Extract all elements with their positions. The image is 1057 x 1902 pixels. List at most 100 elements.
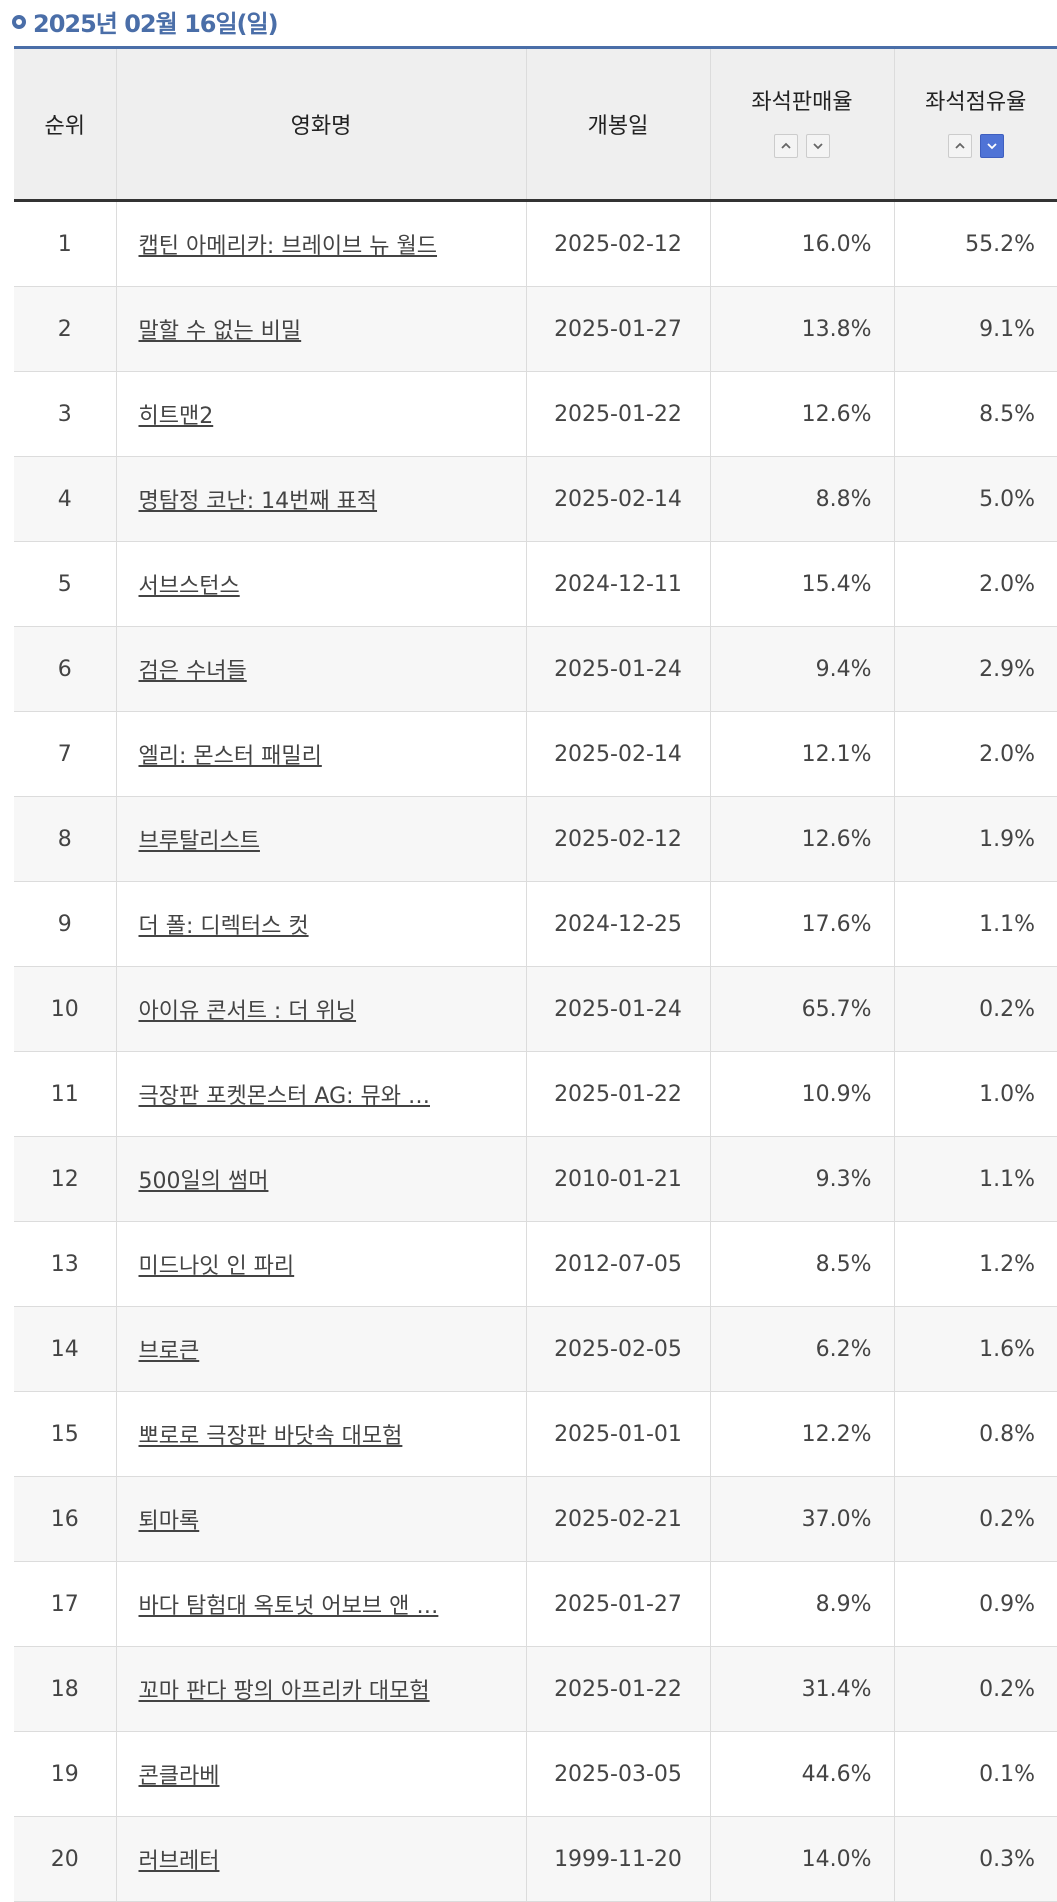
seat-sales-rate-cell: 65.7% xyxy=(709,966,894,1052)
movie-title-link[interactable]: 엘리: 몬스터 패밀리 xyxy=(138,744,322,769)
seat-sales-rate-cell: 17.6% xyxy=(709,881,894,967)
movie-title-link[interactable]: 러브레터 xyxy=(138,1849,220,1874)
seat-share-rate-cell: 0.3% xyxy=(893,1816,1057,1902)
release-date-cell: 2012-07-05 xyxy=(525,1221,710,1307)
movie-title-link[interactable]: 히트맨2 xyxy=(138,404,214,429)
seat-sales-rate-cell: 12.6% xyxy=(709,371,894,457)
seat-sales-rate-cell: 8.9% xyxy=(709,1561,894,1647)
rank-cell: 3 xyxy=(14,371,116,457)
title-cell: 극장판 포켓몬스터 AG: 뮤와 … xyxy=(115,1051,526,1137)
table-row: 4 명탐정 코난: 14번째 표적 2025-02-14 8.8% 5.0% xyxy=(14,456,1057,542)
sort-share-down-button[interactable] xyxy=(979,134,1004,158)
chevron-down-icon xyxy=(987,143,997,150)
table-row: 5 서브스턴스 2024-12-11 15.4% 2.0% xyxy=(14,541,1057,627)
release-date-cell: 2025-01-22 xyxy=(525,371,710,457)
seat-share-rate-cell: 1.1% xyxy=(893,881,1057,967)
title-cell: 러브레터 xyxy=(115,1816,526,1902)
seat-share-rate-cell: 1.2% xyxy=(893,1221,1057,1307)
rank-cell: 8 xyxy=(14,796,116,882)
movie-title-link[interactable]: 말할 수 없는 비밀 xyxy=(138,319,302,344)
seat-share-rate-cell: 2.9% xyxy=(893,626,1057,712)
movie-title-link[interactable]: 아이유 콘서트 : 더 위닝 xyxy=(138,999,357,1024)
seat-share-rate-cell: 1.0% xyxy=(893,1051,1057,1137)
table-row: 8 브루탈리스트 2025-02-12 12.6% 1.9% xyxy=(14,796,1057,882)
table-row: 18 꼬마 판다 팡의 아프리카 대모험 2025-01-22 31.4% 0.2% xyxy=(14,1646,1057,1732)
release-date-cell: 2025-02-05 xyxy=(525,1306,710,1392)
rank-cell: 12 xyxy=(14,1136,116,1222)
movie-title-link[interactable]: 뽀로로 극장판 바닷속 대모험 xyxy=(138,1424,403,1449)
table-row: 16 퇴마록 2025-02-21 37.0% 0.2% xyxy=(14,1476,1057,1562)
title-cell: 엘리: 몬스터 패밀리 xyxy=(115,711,526,797)
sort-sales-down-button[interactable] xyxy=(806,134,830,158)
movie-title-link[interactable]: 검은 수녀들 xyxy=(138,659,247,684)
movie-title-link[interactable]: 극장판 포켓몬스터 AG: 뮤와 … xyxy=(138,1084,431,1109)
seat-sales-rate-cell: 37.0% xyxy=(709,1476,894,1562)
table-row: 9 더 폴: 디렉터스 컷 2024-12-25 17.6% 1.1% xyxy=(14,881,1057,967)
release-date-cell: 2025-03-05 xyxy=(525,1731,710,1817)
rank-cell: 6 xyxy=(14,626,116,712)
seat-share-rate-cell: 1.9% xyxy=(893,796,1057,882)
date-title: 2025년 02월 16일(일) xyxy=(33,10,279,38)
release-date-cell: 2025-01-27 xyxy=(525,286,710,372)
circle-bullet-icon xyxy=(12,14,26,29)
table-row: 12 500일의 썸머 2010-01-21 9.3% 1.1% xyxy=(14,1136,1057,1222)
title-cell: 더 폴: 디렉터스 컷 xyxy=(115,881,526,967)
seat-sales-rate-cell: 13.8% xyxy=(709,286,894,372)
date-header: 2025년 02월 16일(일) xyxy=(0,0,1057,46)
table-row: 1 캡틴 아메리카: 브레이브 뉴 월드 2025-02-12 16.0% 55.2% xyxy=(14,200,1057,287)
movie-title-link[interactable]: 캡틴 아메리카: 브레이브 뉴 월드 xyxy=(138,234,438,259)
release-date-cell: 2024-12-11 xyxy=(525,541,710,627)
movie-title-link[interactable]: 퇴마록 xyxy=(138,1509,200,1534)
seat-share-rate-cell: 2.0% xyxy=(893,541,1057,627)
release-date-cell: 2025-01-01 xyxy=(525,1391,710,1477)
rank-cell: 17 xyxy=(14,1561,116,1647)
seat-sales-rate-cell: 31.4% xyxy=(709,1646,894,1732)
table-header-row: 순위 영화명 개봉일 좌석판매율 xyxy=(14,47,1057,202)
seat-sales-rate-cell: 16.0% xyxy=(709,200,894,287)
release-date-cell: 2025-01-24 xyxy=(525,966,710,1052)
table-row: 11 극장판 포켓몬스터 AG: 뮤와 … 2025-01-22 10.9% 1.0% xyxy=(14,1051,1057,1137)
rank-cell: 15 xyxy=(14,1391,116,1477)
rank-cell: 14 xyxy=(14,1306,116,1392)
movie-title-link[interactable]: 500일의 썸머 xyxy=(138,1169,269,1194)
table-row: 20 러브레터 1999-11-20 14.0% 0.3% xyxy=(14,1816,1057,1902)
rank-cell: 11 xyxy=(14,1051,116,1137)
seat-share-rate-cell: 5.0% xyxy=(893,456,1057,542)
sort-sales-up-button[interactable] xyxy=(774,134,798,158)
seat-sales-rate-cell: 12.6% xyxy=(709,796,894,882)
movie-title-link[interactable]: 명탐정 코난: 14번째 표적 xyxy=(138,489,378,514)
movie-title-link[interactable]: 바다 탐험대 옥토넛 어보브 앤 … xyxy=(138,1594,439,1619)
chevron-down-icon xyxy=(813,143,823,150)
chevron-up-icon xyxy=(955,142,965,149)
title-cell: 브로큰 xyxy=(115,1306,526,1392)
seat-share-rate-cell: 0.2% xyxy=(893,1646,1057,1732)
seat-sales-rate-cell: 12.1% xyxy=(709,711,894,797)
movie-title-link[interactable]: 꼬마 판다 팡의 아프리카 대모험 xyxy=(138,1679,430,1704)
movie-title-link[interactable]: 콘클라베 xyxy=(138,1764,220,1789)
movie-title-link[interactable]: 미드나잇 인 파리 xyxy=(138,1254,295,1279)
sort-share-up-button[interactable] xyxy=(947,134,972,158)
movie-title-link[interactable]: 서브스턴스 xyxy=(138,574,240,599)
title-cell: 브루탈리스트 xyxy=(115,796,526,882)
release-date-cell: 2025-02-21 xyxy=(525,1476,710,1562)
title-cell: 히트맨2 xyxy=(115,371,526,457)
table-row: 15 뽀로로 극장판 바닷속 대모험 2025-01-01 12.2% 0.8% xyxy=(14,1391,1057,1477)
table-row: 13 미드나잇 인 파리 2012-07-05 8.5% 1.2% xyxy=(14,1221,1057,1307)
release-date-cell: 2025-01-24 xyxy=(525,626,710,712)
column-header-sales-rate: 좌석판매율 xyxy=(709,47,894,202)
rank-cell: 9 xyxy=(14,881,116,967)
title-cell: 뽀로로 극장판 바닷속 대모험 xyxy=(115,1391,526,1477)
movie-title-link[interactable]: 브루탈리스트 xyxy=(138,829,260,854)
movie-title-link[interactable]: 더 폴: 디렉터스 컷 xyxy=(138,914,309,939)
seat-sales-rate-cell: 12.2% xyxy=(709,1391,894,1477)
rank-cell: 13 xyxy=(14,1221,116,1307)
seat-share-rate-cell: 1.1% xyxy=(893,1136,1057,1222)
seat-share-rate-cell: 0.1% xyxy=(893,1731,1057,1817)
seat-sales-rate-cell: 6.2% xyxy=(709,1306,894,1392)
seat-sales-rate-cell: 10.9% xyxy=(709,1051,894,1137)
title-cell: 아이유 콘서트 : 더 위닝 xyxy=(115,966,526,1052)
release-date-cell: 1999-11-20 xyxy=(525,1816,710,1902)
column-header-share-rate-label: 좌석점유율 xyxy=(925,90,1027,115)
movie-title-link[interactable]: 브로큰 xyxy=(138,1339,200,1364)
column-header-title: 영화명 xyxy=(115,47,526,202)
